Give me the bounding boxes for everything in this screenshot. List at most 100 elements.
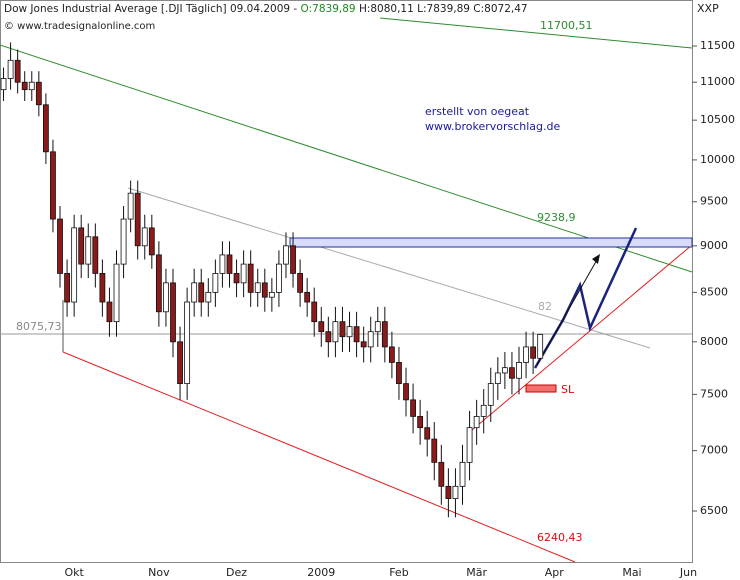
candle-body <box>247 263 254 293</box>
candle-body <box>487 383 494 406</box>
candle-body <box>50 151 56 220</box>
candle-body <box>92 236 99 274</box>
plot-frame <box>0 0 693 563</box>
candle-body <box>339 321 346 338</box>
candle-body <box>290 245 296 274</box>
candle-body <box>261 282 268 298</box>
candle-body <box>438 461 445 487</box>
candle-body <box>127 192 134 220</box>
candle-body <box>283 245 289 265</box>
x-tick-label: Dez <box>226 566 247 579</box>
y-tick-label: 10500 <box>700 113 735 126</box>
candle-body <box>191 282 198 303</box>
candle-body <box>57 218 63 274</box>
y-tick-label: 11500 <box>700 39 735 52</box>
candle-body <box>410 399 416 417</box>
x-tick-label: Nov <box>148 566 170 579</box>
candle-body <box>170 282 176 343</box>
candle-body <box>388 346 395 363</box>
trend-line <box>379 17 693 49</box>
candle-body <box>184 301 191 385</box>
resistance-zone <box>289 237 693 248</box>
candle-body <box>205 291 212 303</box>
candle-body <box>346 326 353 338</box>
candle-body <box>14 59 21 83</box>
candle-body <box>466 427 473 463</box>
y-tick-label: 10000 <box>700 153 735 166</box>
candle-body <box>71 227 78 303</box>
candle-body <box>431 438 438 463</box>
candle-body <box>276 263 282 293</box>
candle-body <box>148 227 155 256</box>
candle-body <box>325 331 332 343</box>
copyright: © www.tradesignalonline.com <box>4 21 155 32</box>
candle-body <box>403 383 409 401</box>
y-tick-label: 9500 <box>700 195 728 208</box>
x-tick-label: Mär <box>466 566 487 579</box>
candle-body <box>226 254 233 274</box>
x-tick-label: Mai <box>622 566 641 579</box>
candle-body <box>297 273 304 293</box>
candle-body <box>452 485 459 499</box>
x-tick-label: Jun <box>679 566 697 579</box>
candle-body <box>473 416 480 429</box>
arrow-head <box>592 254 600 264</box>
header-low: L:7839,89 <box>417 3 470 15</box>
y-tick-label: 9000 <box>700 239 728 252</box>
candle-body <box>35 81 42 106</box>
stop-loss-box <box>525 384 557 393</box>
candle-body <box>177 341 183 385</box>
trend-line <box>62 351 576 563</box>
candle-body <box>198 282 205 303</box>
candle-body <box>7 59 14 79</box>
candle-body <box>141 227 148 247</box>
annotation: erstellt von oegeat <box>425 105 530 118</box>
y-tick-label: 11000 <box>700 75 735 88</box>
arrow <box>536 257 599 366</box>
trend-line <box>471 244 693 431</box>
candle-body <box>417 416 424 429</box>
candle-body <box>219 254 226 274</box>
candle-body <box>396 362 402 385</box>
candle-body <box>163 282 169 313</box>
header-title: Dow Jones Industrial Average [.DJI Tägli… <box>4 3 297 15</box>
candle-body <box>268 291 275 298</box>
candle-body <box>21 81 28 91</box>
candle-body <box>240 263 247 284</box>
candle-body <box>233 273 240 284</box>
candle-body <box>28 81 35 91</box>
candle-body <box>480 404 487 417</box>
annotation: 11700,51 <box>540 19 593 32</box>
x-tick-label: Okt <box>64 566 84 579</box>
y-tick-label: 7500 <box>700 387 728 400</box>
candle-body <box>134 192 141 247</box>
header: Dow Jones Industrial Average [.DJI Tägli… <box>4 3 528 15</box>
header-close: C:8072,47 <box>473 3 527 15</box>
candle-body <box>120 218 127 265</box>
candle-body <box>509 367 515 379</box>
candle-body <box>445 485 452 499</box>
candle-body <box>459 461 466 487</box>
candle-body <box>332 321 339 343</box>
candle-body <box>99 273 106 303</box>
annotation: 8075,73 <box>16 320 62 333</box>
candle-body <box>155 254 162 313</box>
annotation: SL <box>561 383 575 396</box>
annotation: 6240,43 <box>537 531 583 544</box>
header-open: O:7839,89 <box>301 3 356 15</box>
candle-body <box>501 367 508 374</box>
candle-body <box>516 362 522 379</box>
candle-body <box>0 78 7 91</box>
axis-name: XXP <box>697 2 719 15</box>
y-tick-label: 7000 <box>700 444 728 457</box>
candle-body <box>494 372 501 385</box>
y-tick-label: 8500 <box>700 285 728 298</box>
x-tick-label: Feb <box>389 566 408 579</box>
candle-body <box>78 227 85 265</box>
candle-body <box>367 331 374 348</box>
candle-body <box>106 301 113 323</box>
candle-body <box>374 321 381 333</box>
candle-body <box>311 301 318 323</box>
